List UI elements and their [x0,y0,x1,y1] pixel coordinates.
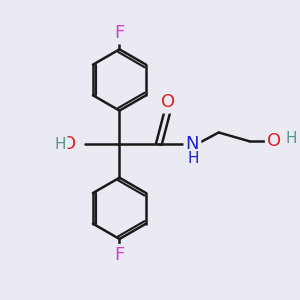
Text: N: N [186,135,199,153]
Text: H: H [286,131,297,146]
Text: F: F [114,24,124,42]
Text: O: O [160,93,175,111]
Text: H: H [55,137,66,152]
Text: O: O [267,132,281,150]
Text: F: F [114,246,124,264]
Text: O: O [62,135,76,153]
Text: H: H [187,151,199,166]
